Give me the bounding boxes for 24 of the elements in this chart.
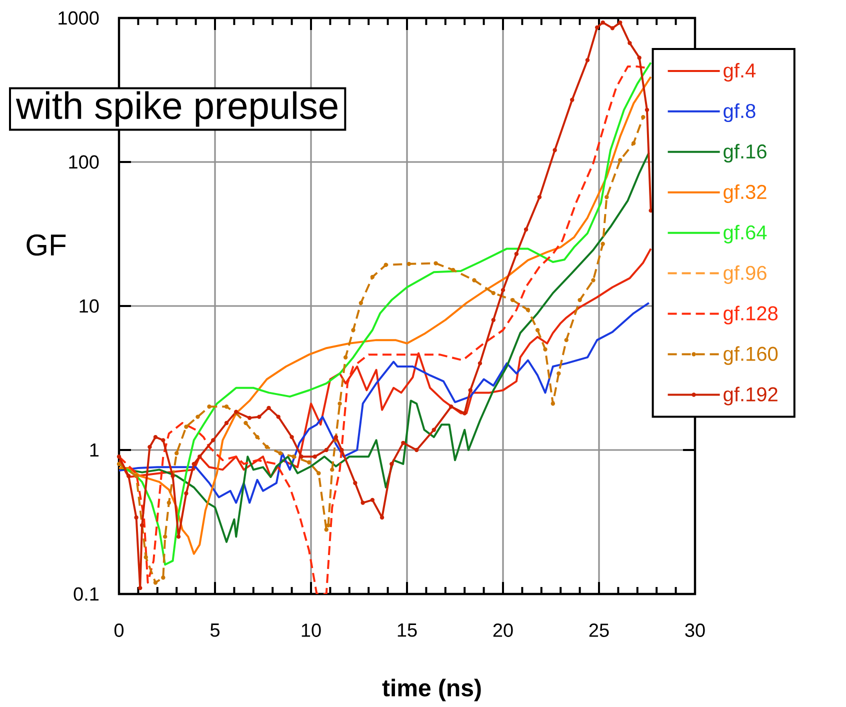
legend-label: gf.32 xyxy=(724,184,766,204)
legend-label: gf.4 xyxy=(724,62,756,82)
annotation: with spike prepulse xyxy=(16,91,338,127)
x-axis-title: time (ns) xyxy=(382,678,481,702)
y-tick-label: 0.1 xyxy=(74,587,99,601)
legend-label: gf.16 xyxy=(724,144,766,163)
legend-label: gf.128 xyxy=(724,306,778,324)
y-tick-label: 100 xyxy=(69,155,99,169)
x-tick-label: 25 xyxy=(589,624,609,637)
legend-label: gf.160 xyxy=(724,346,778,365)
x-tick-label: 15 xyxy=(398,624,417,637)
y-tick-label: 1 xyxy=(90,443,99,457)
legend-label: gf.192 xyxy=(724,386,778,406)
x-tick-label: 5 xyxy=(210,624,220,637)
legend-label: gf.96 xyxy=(724,265,766,284)
x-tick-label: 0 xyxy=(114,624,124,637)
legend-label: gf.8 xyxy=(724,103,756,122)
x-tick-label: 30 xyxy=(685,624,705,637)
x-tick-label: 10 xyxy=(302,624,321,637)
y-tick-label: 1000 xyxy=(58,11,99,25)
y-axis-title: GF xyxy=(26,234,66,256)
y-tick-label: 10 xyxy=(80,299,99,313)
legend-label: gf.64 xyxy=(724,224,767,244)
x-tick-label: 20 xyxy=(493,624,513,637)
